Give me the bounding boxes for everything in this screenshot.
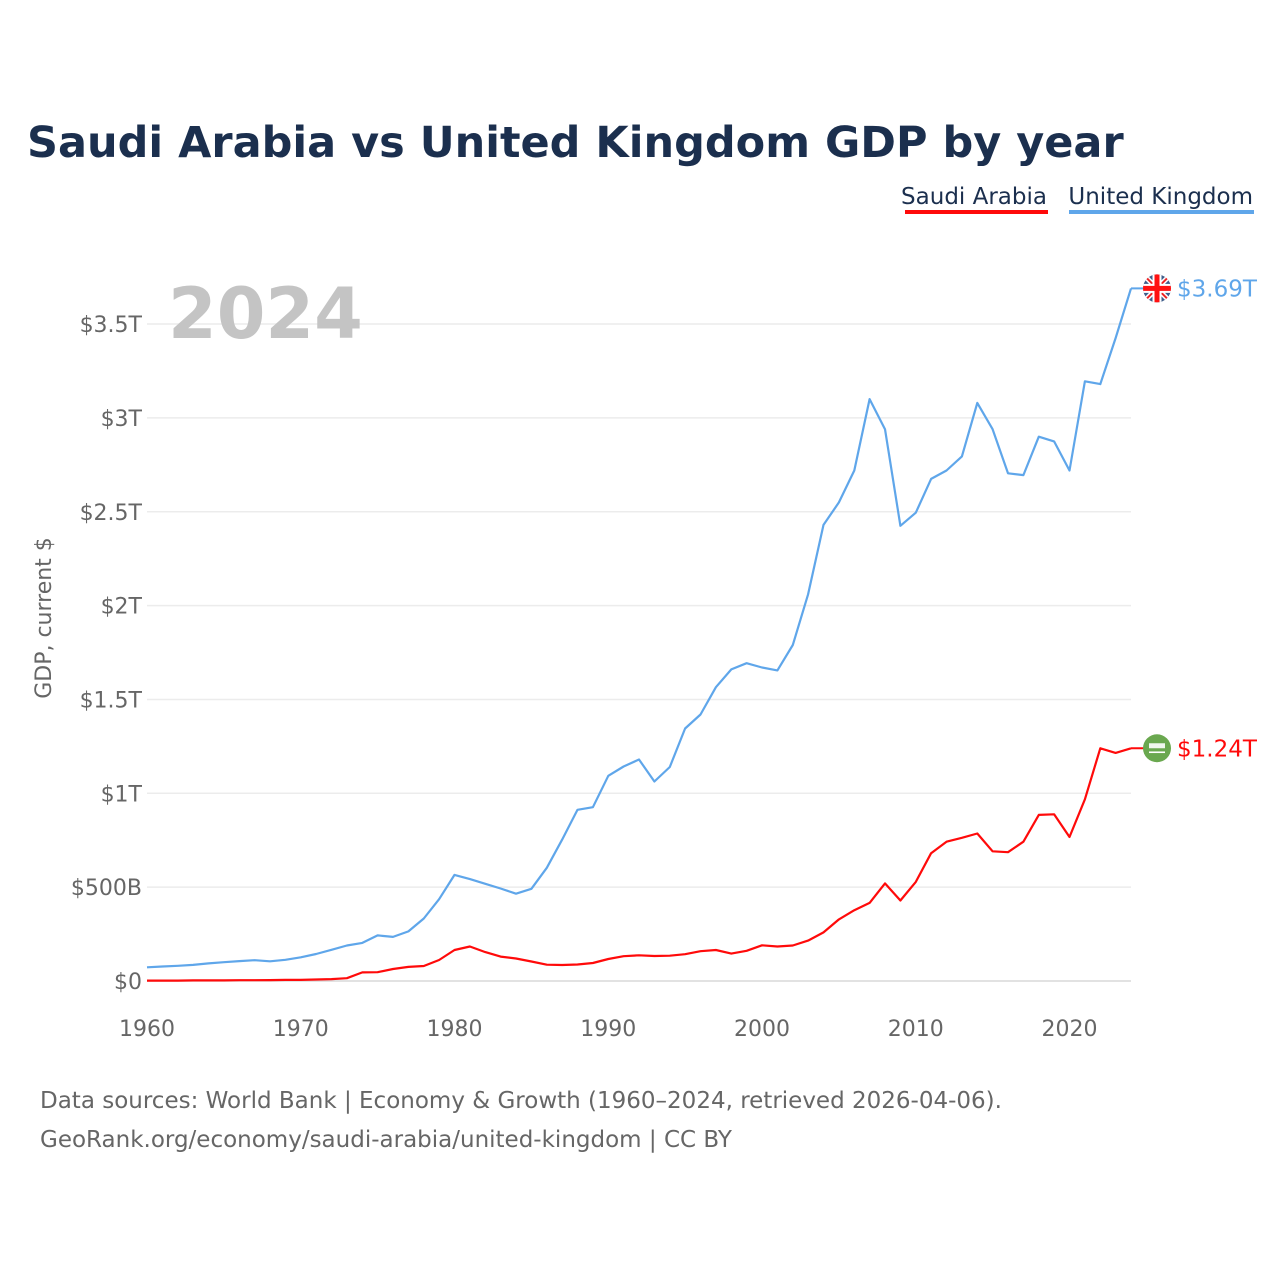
end-labels: $1.24T $3.69T bbox=[1131, 274, 1258, 763]
legend-item-united-kingdom[interactable]: United Kingdom bbox=[1068, 184, 1254, 214]
y-tick-label: $3T bbox=[101, 407, 143, 432]
y-tick-label: $2T bbox=[101, 595, 143, 620]
year-label: 2024 bbox=[168, 273, 363, 355]
y-tick-label: $2.5T bbox=[80, 501, 143, 526]
y-tick-label: $0 bbox=[114, 970, 142, 995]
y-axis-ticks: $0 $500B $1T $1.5T $2T $2.5T $3T $3.5T bbox=[71, 313, 143, 995]
x-tick-label: 2020 bbox=[1042, 1017, 1098, 1042]
uk-flag-icon bbox=[1143, 274, 1171, 303]
x-tick-label: 2000 bbox=[734, 1017, 790, 1042]
x-axis-ticks: 1960 1970 1980 1990 2000 2010 2020 bbox=[119, 1017, 1098, 1042]
legend-label-saudi-arabia[interactable]: Saudi Arabia bbox=[901, 184, 1047, 210]
x-tick-label: 1970 bbox=[273, 1017, 329, 1042]
x-tick-label: 1960 bbox=[119, 1017, 175, 1042]
legend-swatch-saudi-arabia bbox=[905, 210, 1048, 214]
x-tick-label: 1990 bbox=[580, 1017, 636, 1042]
x-tick-label: 2010 bbox=[888, 1017, 944, 1042]
y-tick-label: $500B bbox=[71, 876, 142, 901]
y-tick-label: $3.5T bbox=[80, 313, 143, 338]
chart-title: Saudi Arabia vs United Kingdom GDP by ye… bbox=[27, 118, 1124, 168]
y-tick-label: $1T bbox=[101, 782, 143, 807]
legend: Saudi Arabia United Kingdom bbox=[901, 184, 1254, 214]
y-axis-label: GDP, current $ bbox=[32, 537, 57, 699]
footer-link[interactable]: GeoRank.org/economy/saudi-arabia/united-… bbox=[40, 1127, 733, 1153]
x-tick-label: 1980 bbox=[427, 1017, 483, 1042]
saudi-flag-icon bbox=[1143, 734, 1171, 763]
series-lines bbox=[146, 288, 1133, 982]
end-label-saudi-arabia: $1.24T bbox=[1177, 736, 1258, 762]
end-label-united-kingdom: $3.69T bbox=[1177, 276, 1258, 302]
y-tick-label: $1.5T bbox=[80, 688, 143, 713]
legend-label-united-kingdom[interactable]: United Kingdom bbox=[1068, 184, 1253, 210]
legend-item-saudi-arabia[interactable]: Saudi Arabia bbox=[901, 184, 1048, 214]
series-line-saudi-arabia bbox=[147, 747, 1132, 982]
legend-swatch-united-kingdom bbox=[1069, 210, 1254, 214]
series-line-united-kingdom bbox=[146, 288, 1133, 969]
gridlines bbox=[147, 323, 1131, 982]
footer-sources: Data sources: World Bank | Economy & Gro… bbox=[40, 1088, 1002, 1114]
